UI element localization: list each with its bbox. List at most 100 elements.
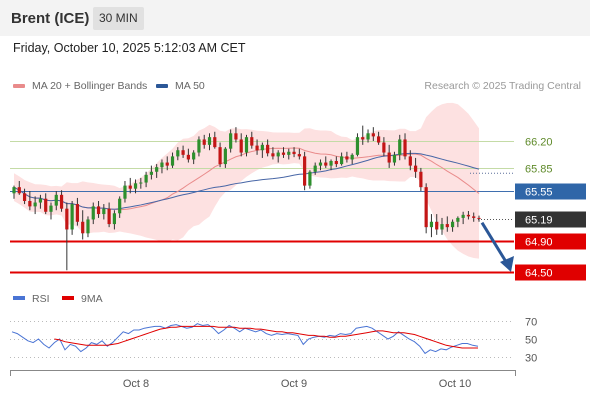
candle-body bbox=[382, 142, 386, 153]
level-badge bbox=[515, 233, 586, 250]
timeframe-badge[interactable]: 30 MIN bbox=[93, 7, 144, 30]
ma9-legend-label: 9MA bbox=[81, 293, 103, 305]
level-label: 64.90 bbox=[525, 237, 553, 249]
candle-body bbox=[192, 152, 196, 160]
candle-body bbox=[223, 148, 227, 165]
candle-body bbox=[144, 174, 148, 183]
candle-body bbox=[91, 206, 95, 220]
candle-body bbox=[197, 139, 201, 153]
candle-body bbox=[271, 153, 275, 157]
copyright: Research © 2025 Trading Central bbox=[424, 80, 581, 92]
rsi-tick-label: 30 bbox=[525, 353, 537, 365]
candle-body bbox=[429, 221, 434, 228]
candle-body bbox=[229, 133, 233, 149]
candle-body bbox=[44, 198, 48, 212]
candle-body bbox=[250, 137, 254, 146]
candle-body bbox=[392, 154, 397, 163]
candle-body bbox=[324, 162, 328, 166]
ma50-legend-swatch bbox=[156, 84, 168, 88]
ma20-legend-swatch bbox=[13, 84, 25, 88]
x-tick-label: Oct 9 bbox=[281, 378, 307, 390]
candle-body bbox=[22, 193, 27, 201]
timestamp: Friday, October 10, 2025 5:12:03 AM CET bbox=[13, 41, 246, 55]
candle-body bbox=[81, 221, 85, 234]
candle-body bbox=[255, 145, 259, 151]
candle-body bbox=[371, 133, 375, 137]
candle-body bbox=[176, 150, 180, 157]
candle-body bbox=[450, 221, 455, 228]
candle-body bbox=[281, 152, 286, 155]
candle-body bbox=[413, 165, 418, 172]
ma50-legend-label: MA 50 bbox=[175, 80, 205, 92]
candle-body bbox=[96, 206, 101, 215]
candle-body bbox=[33, 202, 37, 207]
candle-body bbox=[424, 187, 428, 228]
candle-body bbox=[403, 139, 407, 157]
legend-ma50: MA 50 bbox=[156, 80, 205, 92]
candle-body bbox=[297, 154, 301, 157]
candle-body bbox=[461, 214, 465, 218]
candle-body bbox=[276, 152, 280, 157]
candle-body bbox=[123, 185, 127, 199]
candle-body bbox=[440, 224, 444, 230]
level-label: 65.85 bbox=[525, 164, 553, 176]
rsi-tick-label: 70 bbox=[525, 317, 537, 329]
candle-body bbox=[260, 144, 264, 151]
candle-body bbox=[334, 161, 338, 165]
candle-body bbox=[419, 171, 423, 188]
candle-body bbox=[181, 150, 185, 155]
forecast-arrow-shaft bbox=[480, 221, 508, 263]
level-badge bbox=[515, 211, 586, 228]
candle-body bbox=[38, 198, 43, 203]
candle-body bbox=[59, 194, 64, 209]
x-tick-label: Oct 8 bbox=[123, 378, 149, 390]
candle-body bbox=[408, 156, 412, 166]
candle-body bbox=[28, 201, 32, 207]
candle-body bbox=[466, 214, 471, 217]
candle-body bbox=[17, 187, 21, 194]
candle-body bbox=[292, 151, 296, 155]
rsi-ma9-line bbox=[54, 325, 478, 349]
rsi-legend-swatch bbox=[13, 296, 25, 300]
rsi-legend-label: RSI bbox=[32, 293, 50, 305]
candle-body bbox=[128, 185, 132, 189]
instrument-title: Brent (ICE) bbox=[11, 10, 90, 27]
candle-body bbox=[12, 187, 16, 194]
candle-body bbox=[118, 198, 122, 214]
candle-body bbox=[361, 137, 365, 140]
level-label: 64.50 bbox=[525, 268, 553, 280]
candle-body bbox=[160, 162, 164, 168]
candle-body bbox=[213, 137, 217, 148]
legend-ma20-bollinger: MA 20 + Bollinger Bands bbox=[13, 80, 147, 92]
candle-body bbox=[472, 216, 476, 218]
candle-body bbox=[477, 217, 481, 219]
candle-body bbox=[112, 213, 116, 225]
candle-body bbox=[234, 133, 238, 140]
candle-body bbox=[244, 137, 249, 153]
candle-body bbox=[70, 204, 74, 230]
candle-body bbox=[329, 161, 333, 166]
candle-body bbox=[165, 162, 169, 166]
candle-body bbox=[345, 156, 349, 160]
level-badge bbox=[515, 183, 586, 200]
candle-body bbox=[49, 205, 53, 212]
candle-body bbox=[366, 133, 370, 140]
level-label: 65.19 bbox=[525, 215, 553, 227]
ma20-legend-label: MA 20 + Bollinger Bands bbox=[32, 80, 148, 92]
candle-body bbox=[107, 208, 111, 225]
candle-body bbox=[186, 154, 190, 160]
candle-body bbox=[102, 208, 106, 215]
candle-body bbox=[456, 217, 460, 222]
candle-body bbox=[65, 208, 69, 230]
candle-body bbox=[239, 139, 243, 153]
candle-body bbox=[149, 171, 153, 175]
candle-body bbox=[303, 156, 307, 186]
candle-body bbox=[377, 136, 381, 143]
bollinger-band-fill bbox=[14, 102, 479, 259]
level-label: 65.55 bbox=[525, 187, 553, 199]
rsi-tick-label: 50 bbox=[525, 335, 537, 347]
candle-body bbox=[75, 204, 80, 222]
candle-body bbox=[313, 165, 317, 172]
candle-body bbox=[355, 137, 360, 155]
